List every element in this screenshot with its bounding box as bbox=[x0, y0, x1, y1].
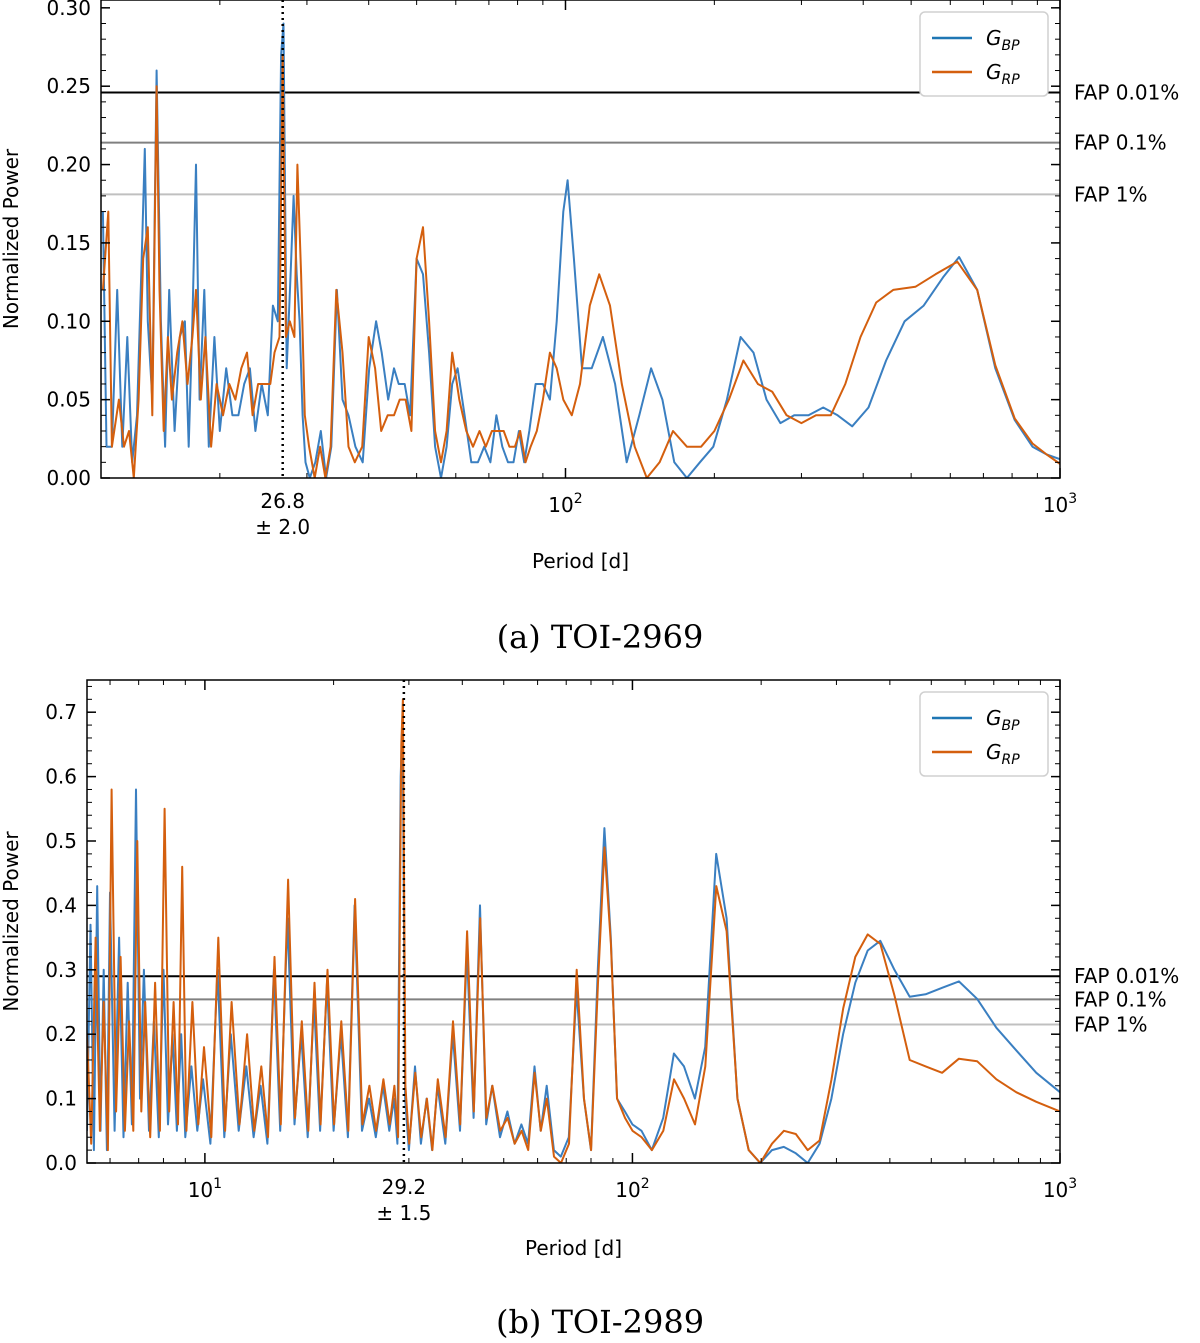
series-line-g-rp bbox=[87, 698, 1060, 1163]
x-axis-label: Period [d] bbox=[525, 1236, 622, 1260]
series-line-g-bp bbox=[87, 711, 1060, 1163]
periodogram-panel-b: FAP 0.01%FAP 0.1%FAP 1% 29.2± 1.5 0.0 0.1 0.… bbox=[0, 679, 1179, 1341]
y-tick-label: 0.25 bbox=[46, 74, 91, 98]
fap-label-2: FAP 1% bbox=[1074, 1013, 1148, 1037]
period-marker-error: ± 1.5 bbox=[376, 1201, 431, 1225]
series-group bbox=[87, 698, 1060, 1163]
periodogram-panel-a: FAP 0.01% FAP 0.1% FAP 1% 26.8± 2.0 0.00 0.05… bbox=[0, 0, 1179, 656]
y-tick-label: 0.15 bbox=[46, 231, 91, 255]
x-tick-label: 102 bbox=[548, 491, 582, 517]
x-tick-label: 101 bbox=[188, 1176, 222, 1202]
x-tick-label: 103 bbox=[1043, 1176, 1077, 1202]
period-marker-label: 26.8 bbox=[260, 489, 305, 513]
y-tick-label: 0.05 bbox=[46, 388, 91, 412]
legend-label-bp: GBP bbox=[986, 706, 1020, 734]
fap-label-2: FAP 1% bbox=[1074, 182, 1148, 206]
series-line-g-bp bbox=[101, 22, 1060, 478]
fap-label-0: FAP 0.01% bbox=[1074, 80, 1179, 104]
plot-frame bbox=[86, 679, 1061, 1164]
plot-frame bbox=[100, 0, 1061, 479]
fap-label-0: FAP 0.01% bbox=[1074, 964, 1179, 988]
legend-box bbox=[919, 691, 1049, 777]
y-tick-label: 0.10 bbox=[46, 309, 91, 333]
y-tick-label: 0.00 bbox=[46, 466, 91, 490]
legend-box bbox=[919, 11, 1049, 97]
x-tick-label: 103 bbox=[1043, 491, 1077, 517]
y-tick-label: 0.0 bbox=[45, 1151, 77, 1175]
legend-label-rp: GRP bbox=[986, 740, 1020, 768]
y-tick-label: 0.4 bbox=[45, 893, 77, 917]
series-group bbox=[101, 22, 1060, 478]
figure-caption: (a) TOI-2969 bbox=[497, 618, 704, 656]
y-tick-label: 0.5 bbox=[45, 829, 77, 853]
period-marker-label: 29.2 bbox=[382, 1175, 427, 1199]
legend-label-rp: GRP bbox=[986, 60, 1020, 88]
y-axis-label: Normalized Power bbox=[0, 148, 23, 329]
fap-label-1: FAP 0.1% bbox=[1074, 987, 1167, 1011]
period-marker-error: ± 2.0 bbox=[255, 515, 310, 539]
y-tick-label: 0.2 bbox=[45, 1022, 77, 1046]
figure-caption: (b) TOI-2989 bbox=[496, 1303, 704, 1341]
x-axis-label: Period [d] bbox=[532, 549, 629, 573]
y-axis-label: Normalized Power bbox=[0, 831, 23, 1012]
y-tick-label: 0.7 bbox=[45, 700, 77, 724]
x-tick-label: 102 bbox=[615, 1176, 649, 1202]
y-tick-label: 0.3 bbox=[45, 958, 77, 982]
legend-label-bp: GBP bbox=[986, 26, 1020, 54]
series-line-g-rp bbox=[101, 53, 1060, 478]
y-tick-label: 0.6 bbox=[45, 765, 77, 789]
fap-label-1: FAP 0.1% bbox=[1074, 131, 1167, 155]
y-tick-label: 0.1 bbox=[45, 1087, 77, 1111]
y-tick-label: 0.20 bbox=[46, 153, 91, 177]
y-tick-label: 0.30 bbox=[46, 0, 91, 20]
